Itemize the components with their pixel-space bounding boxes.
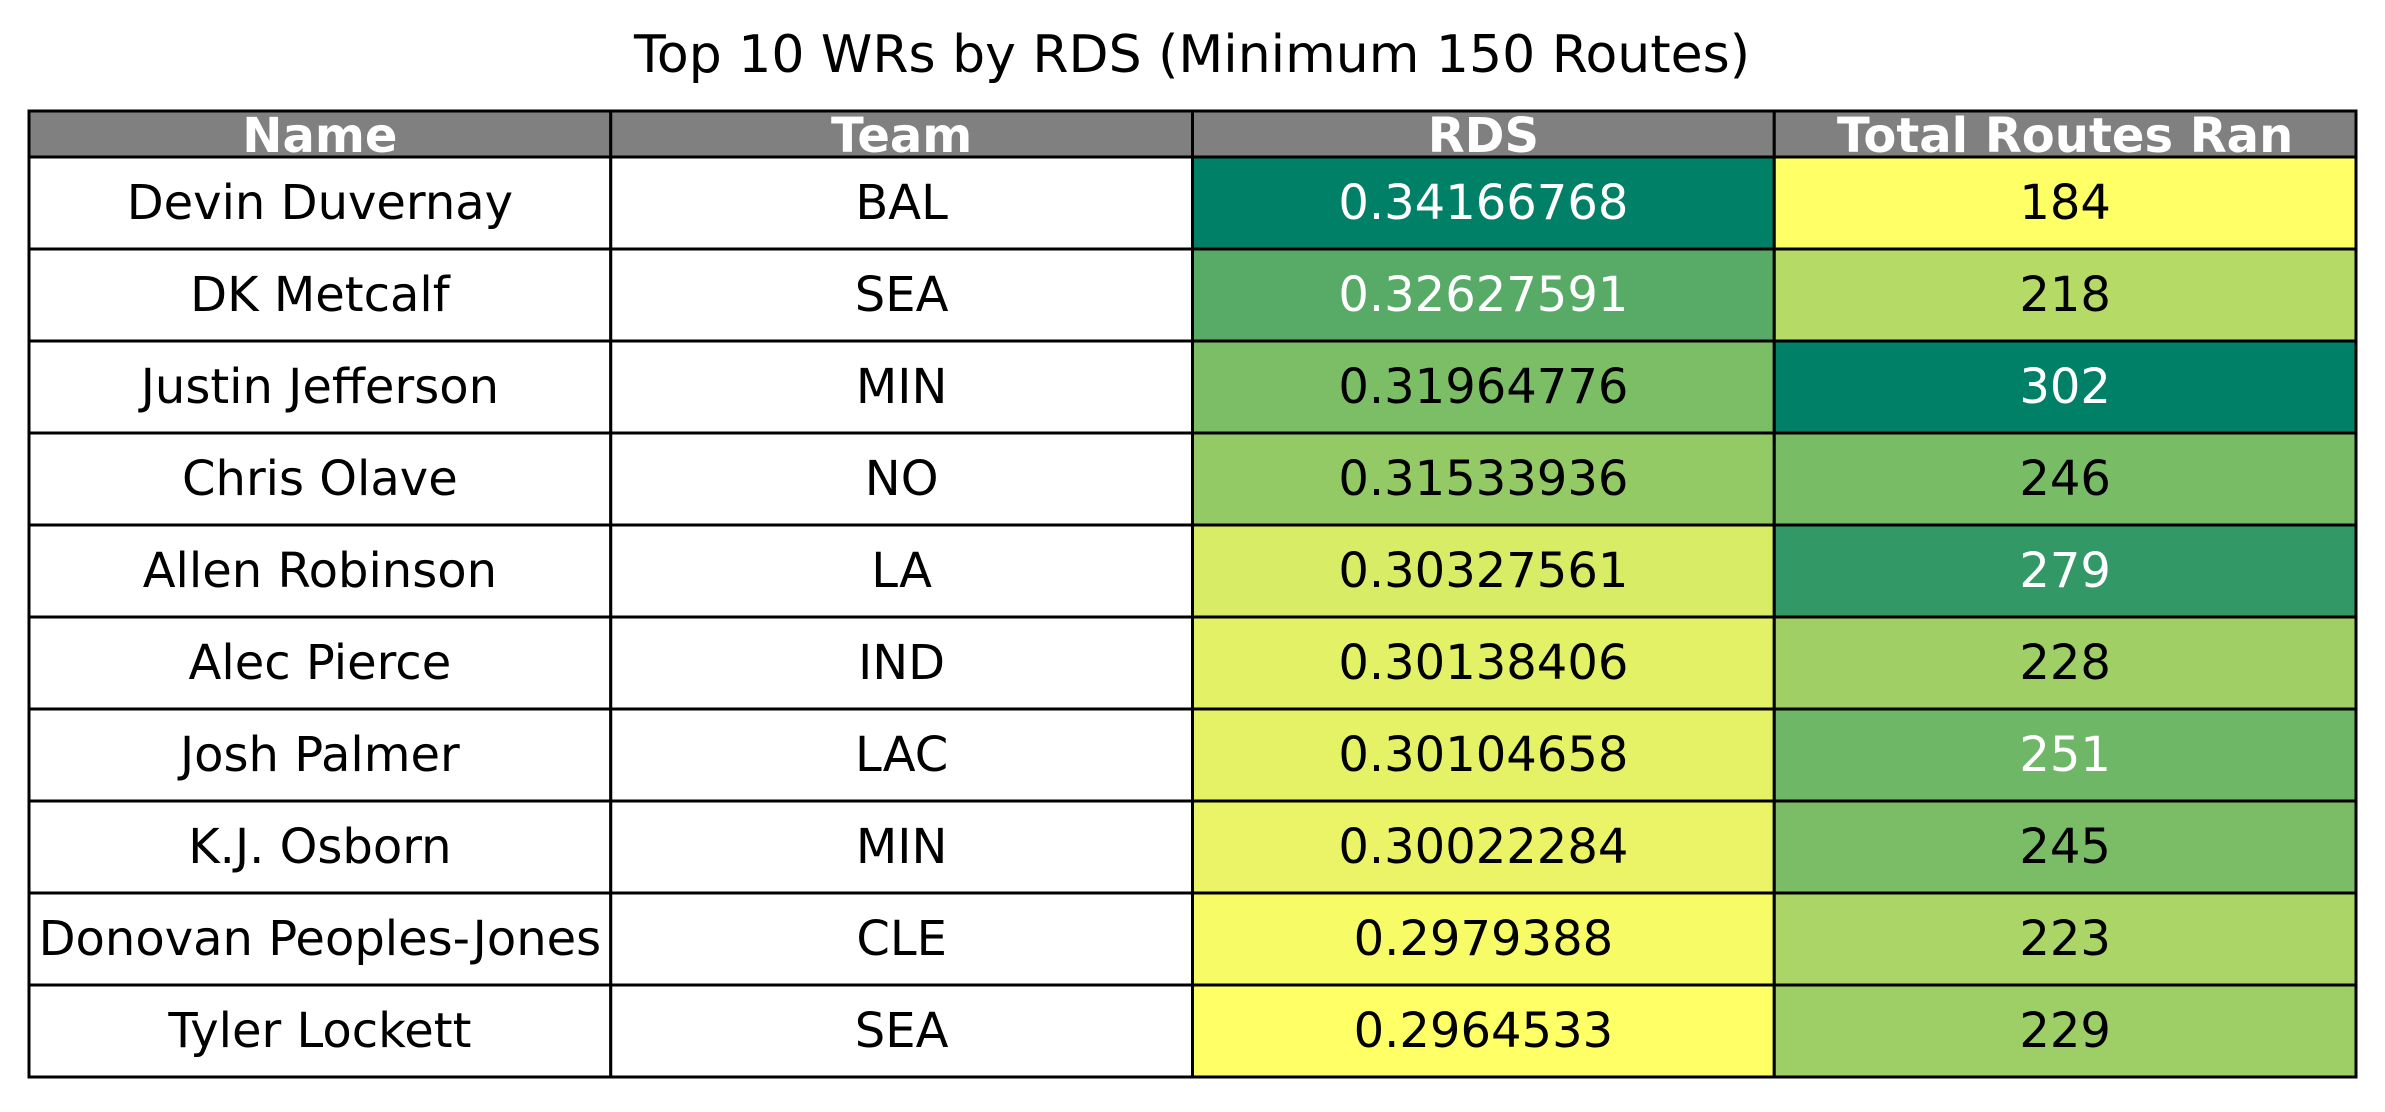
cell-value: 246	[2019, 451, 2111, 507]
cell-value: BAL	[855, 175, 948, 231]
table-cell	[1772, 799, 2358, 895]
table-cell	[1772, 247, 2358, 343]
cell-value: 251	[2019, 727, 2111, 783]
table-cell	[27, 891, 613, 987]
table-cell	[1772, 891, 2358, 987]
table-cell	[609, 431, 1194, 527]
cell-value: 0.30104658	[1338, 727, 1628, 783]
table-cell	[609, 615, 1194, 711]
cell-value: 0.30327561	[1338, 543, 1628, 599]
cell-value: LA	[871, 543, 932, 599]
chart-title: Top 10 WRs by RDS (Minimum 150 Routes)	[633, 25, 1750, 85]
table-cell	[609, 983, 1194, 1079]
cell-value: 229	[2019, 1003, 2111, 1059]
table-cell	[1191, 247, 1776, 343]
cell-value: SEA	[855, 267, 949, 323]
table-cell	[609, 247, 1194, 343]
cell-value: 218	[2019, 267, 2111, 323]
cell-value: NO	[865, 451, 939, 507]
table-cell	[1191, 615, 1776, 711]
header-cell	[27, 109, 613, 159]
header-label: Total Routes Ran	[1837, 108, 2293, 164]
cell-value: 0.30138406	[1338, 635, 1628, 691]
header-label: Team	[831, 108, 972, 164]
table-cell	[1772, 431, 2358, 527]
table: Name Team RDS Total Routes Ran Devin Duverna…	[27, 108, 2358, 1079]
cell-value: 0.31533936	[1338, 451, 1628, 507]
cell-value: 0.2979388	[1354, 911, 1614, 967]
table-cell	[1772, 339, 2358, 435]
table-cell	[1191, 799, 1776, 895]
cell-value: 223	[2019, 911, 2111, 967]
cell-value: K.J. Osborn	[188, 819, 451, 875]
table-cell	[1772, 707, 2358, 803]
table-cell	[27, 247, 613, 343]
cell-value: 0.32627591	[1338, 267, 1628, 323]
header-cell	[609, 109, 1194, 159]
cell-value: 0.31964776	[1338, 359, 1628, 415]
table-cell	[1772, 615, 2358, 711]
cell-value: 0.34166768	[1338, 175, 1628, 231]
table-cell	[27, 799, 613, 895]
table-cell	[1772, 983, 2358, 1079]
cell-value: Josh Palmer	[177, 727, 460, 783]
table-cell	[609, 523, 1194, 619]
table-cell	[1772, 155, 2358, 251]
cell-value: 0.2964533	[1354, 1003, 1614, 1059]
cell-value: Allen Robinson	[143, 543, 497, 599]
cell-value: Donovan Peoples-Jones	[39, 911, 602, 967]
table-cell	[1191, 155, 1776, 251]
cell-value: 279	[2019, 543, 2111, 599]
cell-value: MIN	[856, 359, 947, 415]
cell-value: Chris Olave	[182, 451, 458, 507]
cell-value: 302	[2019, 359, 2111, 415]
cell-value: Tyler Lockett	[167, 1003, 471, 1059]
table-cell	[1772, 523, 2358, 619]
header-label: Name	[242, 108, 397, 164]
header-label: RDS	[1428, 108, 1539, 164]
cell-value: 0.30022284	[1338, 819, 1628, 875]
table-cell	[27, 983, 613, 1079]
cell-value: Justin Jefferson	[138, 359, 499, 415]
cell-value: Devin Duvernay	[127, 175, 513, 231]
cell-value: DK Metcalf	[190, 267, 451, 323]
table-cell	[609, 891, 1194, 987]
cell-value: CLE	[856, 911, 947, 967]
table-cell	[27, 431, 613, 527]
cell-value: 228	[2019, 635, 2111, 691]
cell-value: 245	[2019, 819, 2111, 875]
cell-value: Alec Pierce	[189, 635, 452, 691]
cell-value: MIN	[856, 819, 947, 875]
cell-value: SEA	[855, 1003, 949, 1059]
cell-value: IND	[858, 635, 945, 691]
cell-value: LAC	[855, 727, 948, 783]
cell-value: 184	[2019, 175, 2111, 231]
